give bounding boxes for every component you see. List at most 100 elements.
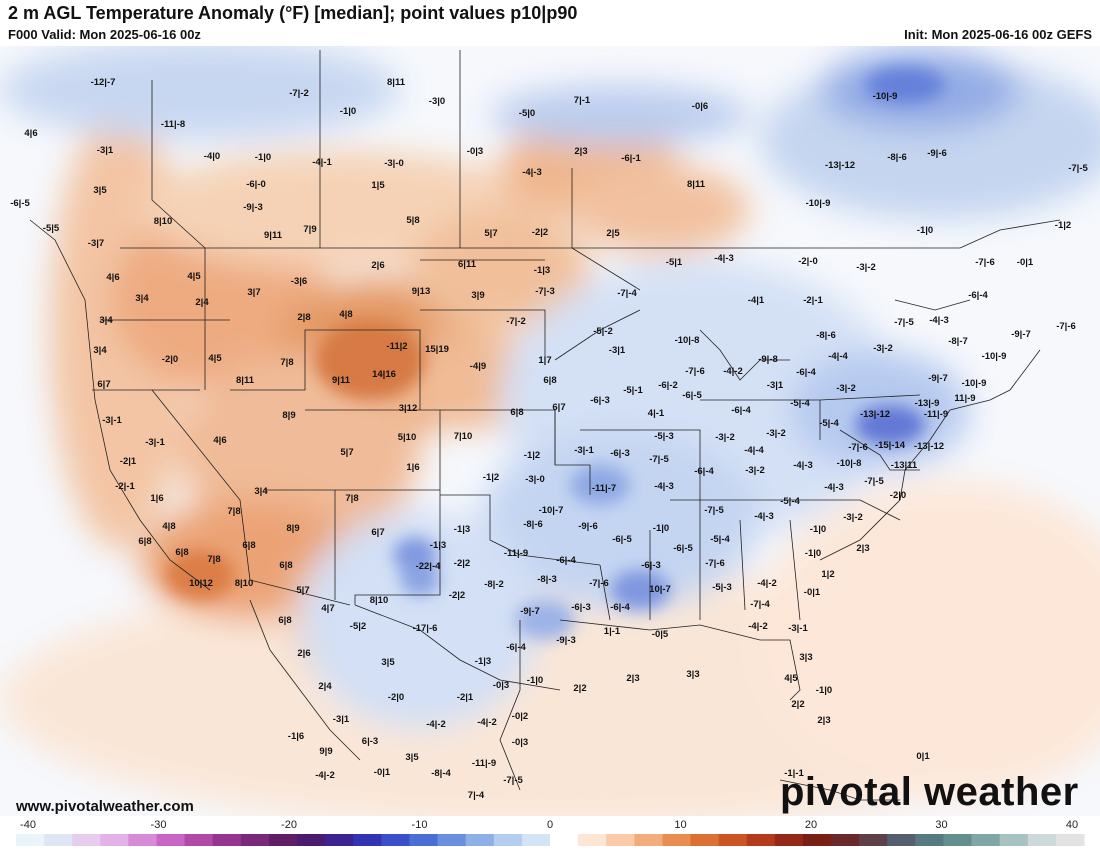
colorbar-tick-label: 40 [1065, 819, 1079, 831]
point-value: 3|5 [381, 657, 395, 668]
point-value: -5|2 [350, 621, 366, 632]
colorbar-swatch [465, 834, 495, 846]
point-value: -6|-3 [571, 602, 591, 613]
point-value: 3|4 [254, 486, 268, 497]
point-value: -6|-5 [682, 390, 702, 401]
point-value: -1|0 [340, 106, 356, 117]
valid-time: F000 Valid: Mon 2025-06-16 00z [8, 27, 201, 42]
colorbar-swatch [943, 834, 973, 846]
point-value: 1|6 [406, 462, 419, 473]
point-value: -4|-2 [748, 621, 768, 632]
point-value: -1|0 [527, 675, 543, 686]
point-value: 10|12 [189, 578, 213, 589]
colorbar-swatch [802, 834, 832, 846]
point-value: 9|13 [412, 286, 431, 297]
point-value: 8|9 [282, 410, 295, 421]
point-value: 7|8 [280, 357, 293, 368]
point-value: 15|19 [425, 344, 449, 355]
point-value: -3|-1 [788, 623, 808, 634]
point-value: 2|4 [318, 681, 332, 692]
point-value: 6|8 [278, 615, 291, 626]
point-value: -4|-3 [654, 481, 674, 492]
point-value: -2|-1 [115, 481, 135, 492]
point-value: 6|8 [543, 375, 556, 386]
point-value: -7|-4 [617, 288, 637, 299]
point-value: 5|7 [296, 585, 309, 596]
border-lines [29, 50, 1061, 801]
point-value: -8|-3 [537, 574, 557, 585]
point-value: 3|7 [247, 287, 260, 298]
point-value: 11|-9 [954, 393, 975, 404]
init-time: Init: Mon 2025-06-16 00z GEFS [904, 27, 1092, 42]
point-value: -0|1 [1017, 257, 1034, 268]
point-value: -3|7 [88, 238, 104, 249]
point-value: 8|10 [154, 216, 173, 227]
point-value: 4|5 [187, 271, 201, 282]
anomaly-map[interactable]: -12|-7 -7|-2 8|11 -3|0 7|-1 -0|6 -1|0 -5|0 4|6 -1… [0, 46, 1100, 816]
point-value: 3|4 [99, 315, 113, 326]
point-value: 2|2 [573, 683, 586, 694]
point-value: 2|3 [574, 146, 587, 157]
point-value: -11|-8 [161, 119, 185, 130]
colorbar-swatch [521, 834, 551, 846]
point-value: 7|-1 [574, 95, 591, 106]
point-value: -6|-4 [694, 466, 714, 477]
website-label[interactable]: www.pivotalweather.com [16, 798, 194, 815]
point-value: -3|-1 [145, 437, 165, 448]
point-value: -4|-4 [828, 351, 848, 362]
point-value: -5|-4 [819, 418, 839, 429]
point-value: -7|-3 [535, 286, 555, 297]
point-value: -6|-1 [621, 153, 641, 164]
point-value: -10|-9 [982, 351, 1007, 362]
point-value: -3|1 [767, 380, 784, 391]
point-value: 6|7 [371, 527, 384, 538]
point-value: 1|7 [538, 355, 551, 366]
colorbar-swatch [971, 834, 1001, 846]
point-value: -3|-2 [836, 383, 856, 394]
colorbar-swatch [184, 834, 214, 846]
point-value: -6|-5 [673, 543, 693, 554]
point-value: -5|5 [43, 223, 60, 234]
point-value: -1|2 [1055, 220, 1071, 231]
point-value: 8|11 [236, 375, 255, 386]
colorbar-swatch [268, 834, 298, 846]
point-value: -5|-4 [710, 534, 730, 545]
point-value: 4|6 [213, 435, 226, 446]
point-value: -8|-6 [816, 330, 836, 341]
point-value: 6|8 [510, 407, 523, 418]
point-value: 10|-7 [649, 584, 671, 595]
point-value: -4|-3 [793, 460, 813, 471]
point-value: -5|-3 [654, 431, 674, 442]
point-value: 8|11 [687, 179, 706, 190]
point-value: -8|-2 [484, 579, 504, 590]
point-value: -1|0 [810, 524, 826, 535]
colorbar-swatch [240, 834, 270, 846]
point-value: -10|-9 [962, 378, 987, 389]
point-value: 4|5 [208, 353, 222, 364]
point-value: -8|-6 [523, 519, 543, 530]
point-value: -10|-9 [873, 91, 898, 102]
point-value: 7|10 [454, 431, 473, 442]
colorbar-swatch [690, 834, 720, 846]
point-value: 5|7 [484, 228, 497, 239]
point-value: 4|-1 [648, 408, 665, 419]
point-value: -7|-5 [1068, 163, 1088, 174]
colorbar-swatch [662, 834, 692, 846]
point-value: -1|2 [524, 450, 540, 461]
point-value: -7|-5 [894, 317, 914, 328]
point-value: -4|-3 [714, 253, 734, 264]
point-value: -4|-2 [315, 770, 335, 781]
colorbar-swatch [325, 834, 354, 846]
point-value: 1|5 [371, 180, 385, 191]
point-value: -5|0 [519, 108, 535, 119]
colorbar-swatch [100, 834, 129, 846]
point-value: 6|7 [552, 402, 565, 413]
point-value: -7|-6 [1056, 321, 1076, 332]
colorbar-swatches [16, 834, 1085, 846]
colorbar-swatch [72, 834, 101, 846]
point-value: -10|-7 [539, 505, 564, 516]
colorbar-tick-label: 0 [546, 819, 554, 831]
point-value: -4|-3 [929, 315, 949, 326]
point-value: -3|6 [291, 276, 307, 287]
point-value: 2|3 [856, 543, 869, 554]
